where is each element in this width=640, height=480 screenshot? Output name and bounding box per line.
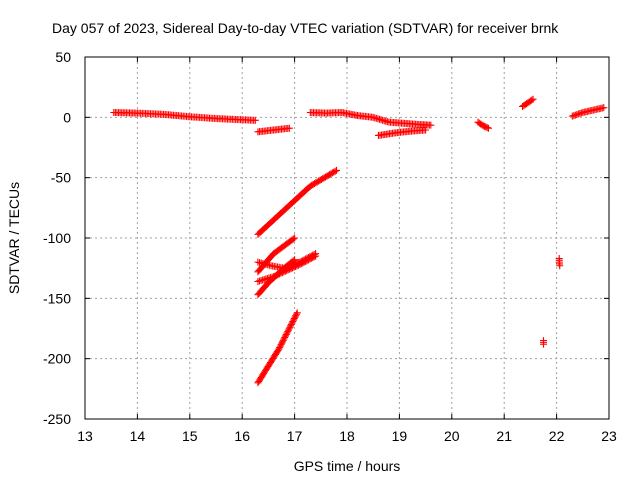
data-point [284, 328, 292, 336]
data-point [279, 338, 287, 346]
x-tick-label: 13 [77, 428, 93, 444]
data-point [285, 325, 293, 333]
data-point [293, 309, 301, 317]
data-point [289, 235, 297, 243]
data-point [291, 234, 299, 242]
series-arc13 [568, 104, 608, 120]
data-point [292, 312, 300, 320]
data-point [289, 318, 297, 326]
data-point [280, 335, 288, 343]
data-point [483, 124, 491, 132]
y-tick-label: -200 [43, 351, 71, 367]
x-tick-label: 21 [496, 428, 512, 444]
data-point [331, 167, 339, 175]
x-tick-label: 23 [601, 428, 617, 444]
data-point [484, 124, 492, 132]
data-point [291, 313, 299, 321]
series-arc1 [110, 109, 259, 124]
y-axis: -250 -200 -150 -100 -50 0 50 [43, 49, 609, 427]
chart-title: Day 057 of 2023, Sidereal Day-to-day VTE… [52, 20, 559, 36]
data-point [285, 124, 293, 132]
data-point [277, 341, 285, 349]
data-point [290, 316, 298, 324]
data-point [288, 319, 296, 327]
data-point [287, 320, 295, 328]
series-arc3 [254, 166, 341, 238]
x-tick-label: 22 [549, 428, 565, 444]
x-tick-label: 15 [182, 428, 198, 444]
data-point [287, 322, 295, 330]
series-arc2 [254, 124, 293, 136]
x-tick-label: 20 [444, 428, 460, 444]
data-point [281, 333, 289, 341]
data-point [291, 263, 299, 271]
data-point [283, 329, 291, 337]
data-point [251, 116, 259, 124]
data-point [281, 332, 289, 340]
data-point [333, 166, 341, 174]
x-tick-label: 14 [130, 428, 146, 444]
data-series [110, 95, 608, 387]
data-point [294, 261, 302, 269]
data-point [427, 121, 435, 129]
data-point [290, 263, 298, 271]
series-arc12 [519, 95, 537, 110]
data-point [284, 326, 292, 334]
data-point [600, 104, 608, 112]
data-point [275, 345, 283, 353]
data-point [289, 257, 297, 265]
y-tick-label: 50 [55, 49, 71, 65]
series-arc9 [306, 109, 435, 129]
y-axis-label: SDTVAR / TECUs [6, 182, 22, 294]
data-point [289, 264, 297, 272]
series-outlier2 [540, 337, 547, 348]
data-point [291, 256, 299, 264]
y-tick-label: -100 [43, 230, 71, 246]
data-point [276, 342, 284, 350]
series-arc10 [374, 126, 430, 139]
y-tick-label: -250 [43, 411, 71, 427]
data-point [276, 344, 284, 352]
data-point [278, 339, 286, 347]
data-point [293, 262, 301, 270]
data-point [279, 336, 287, 344]
series-arc8 [254, 309, 301, 387]
x-tick-label: 18 [339, 428, 355, 444]
x-axis: 13 14 15 16 17 18 19 20 21 22 23 [77, 57, 617, 444]
y-tick-label: -50 [51, 170, 71, 186]
series-arc7 [254, 256, 299, 299]
data-point [286, 323, 294, 331]
data-point [529, 95, 537, 103]
data-point [540, 340, 547, 348]
data-point [292, 310, 300, 318]
series-arc11 [474, 118, 492, 132]
data-point [310, 253, 318, 261]
x-tick-label: 17 [287, 428, 303, 444]
data-point [290, 315, 298, 323]
x-tick-label: 16 [234, 428, 250, 444]
series-outlier1 [555, 255, 564, 270]
data-point [282, 331, 290, 339]
y-tick-label: -150 [43, 290, 71, 306]
data-point [422, 126, 430, 134]
y-tick-label: 0 [63, 109, 71, 125]
data-point [528, 96, 536, 104]
x-tick-label: 19 [392, 428, 408, 444]
data-point [556, 262, 564, 270]
data-point [312, 252, 320, 260]
x-axis-label: GPS time / hours [294, 458, 401, 474]
